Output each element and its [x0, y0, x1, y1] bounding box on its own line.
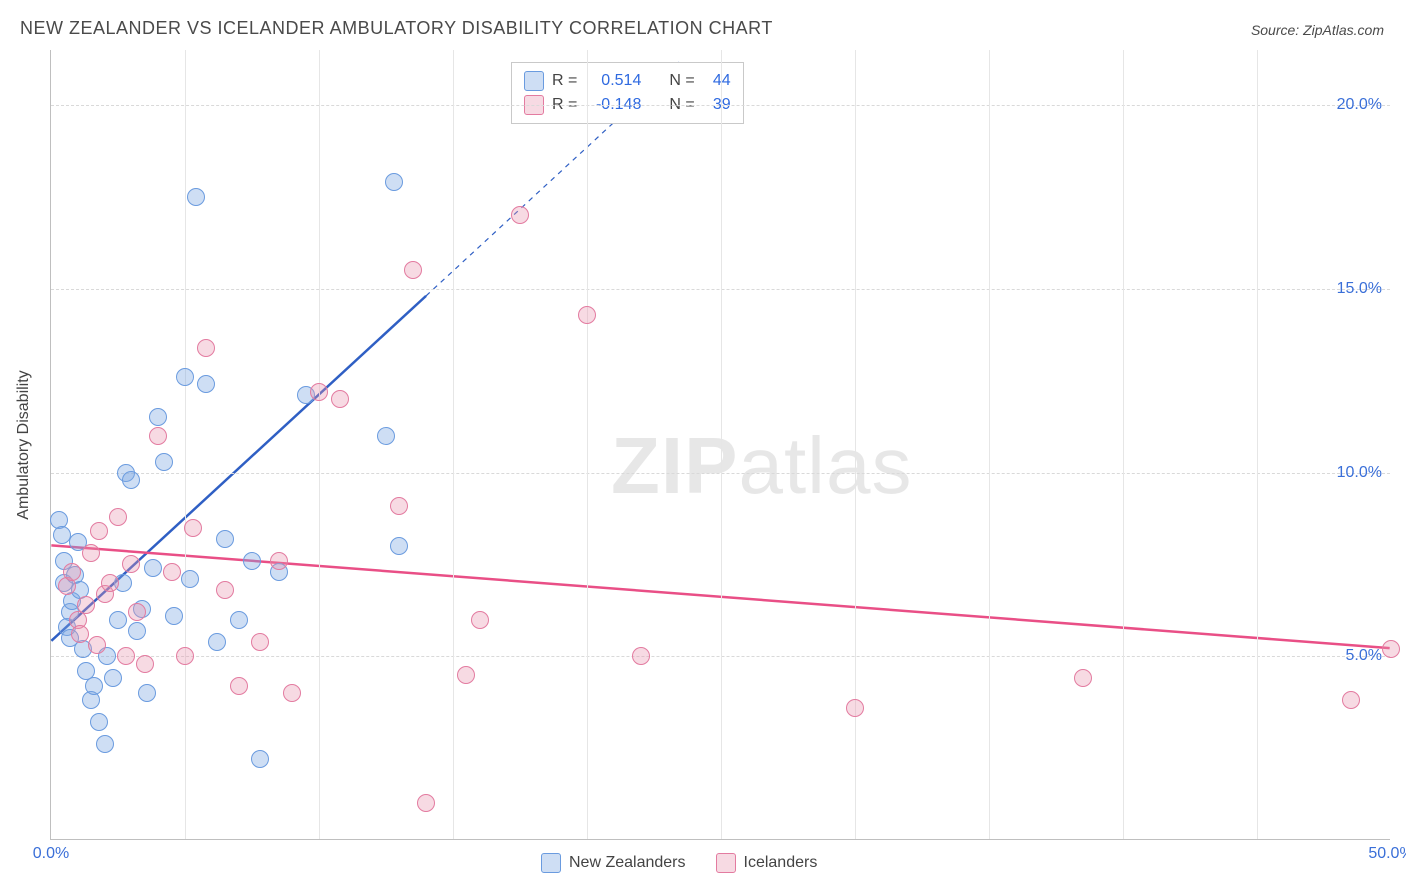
series-legend: New Zealanders Icelanders: [541, 853, 817, 873]
legend-series-item-nz: New Zealanders: [541, 853, 686, 873]
scatter-point-nz: [216, 530, 234, 548]
x-tick-label: 0.0%: [33, 845, 69, 863]
legend-series-label: New Zealanders: [569, 854, 686, 872]
scatter-point-ic: [283, 684, 301, 702]
watermark: ZIPatlas: [611, 420, 912, 512]
x-gridline: [1123, 50, 1124, 839]
scatter-point-nz: [187, 188, 205, 206]
scatter-point-nz: [243, 552, 261, 570]
scatter-point-ic: [1342, 691, 1360, 709]
x-gridline: [587, 50, 588, 839]
scatter-point-ic: [90, 522, 108, 540]
scatter-point-ic: [184, 519, 202, 537]
scatter-point-nz: [165, 607, 183, 625]
scatter-point-ic: [632, 647, 650, 665]
scatter-point-ic: [846, 699, 864, 717]
scatter-point-ic: [88, 636, 106, 654]
y-tick-label: 15.0%: [1337, 280, 1382, 298]
x-gridline: [185, 50, 186, 839]
scatter-point-ic: [511, 206, 529, 224]
scatter-point-nz: [149, 408, 167, 426]
scatter-point-ic: [417, 794, 435, 812]
scatter-point-ic: [122, 555, 140, 573]
scatter-point-nz: [197, 375, 215, 393]
scatter-point-ic: [101, 574, 119, 592]
scatter-point-ic: [1382, 640, 1400, 658]
scatter-point-nz: [155, 453, 173, 471]
legend-correlation-row-nz: R = 0.514 N = 44: [524, 69, 731, 93]
scatter-point-nz: [104, 669, 122, 687]
chart-title: NEW ZEALANDER VS ICELANDER AMBULATORY DI…: [20, 18, 773, 39]
y-axis-label: Ambulatory Disability: [15, 370, 33, 519]
x-gridline: [1257, 50, 1258, 839]
scatter-point-ic: [163, 563, 181, 581]
scatter-point-ic: [149, 427, 167, 445]
x-gridline: [989, 50, 990, 839]
x-tick-label: 50.0%: [1368, 845, 1406, 863]
legend-series-label: Icelanders: [744, 854, 818, 872]
y-tick-label: 10.0%: [1337, 464, 1382, 482]
scatter-point-nz: [109, 611, 127, 629]
scatter-point-ic: [270, 552, 288, 570]
legend-series-item-ic: Icelanders: [716, 853, 818, 873]
n-label: N =: [669, 72, 694, 90]
scatter-point-ic: [82, 544, 100, 562]
scatter-point-nz: [176, 368, 194, 386]
x-gridline: [453, 50, 454, 839]
n-value: 44: [703, 72, 731, 90]
watermark-bold: ZIP: [611, 421, 738, 510]
x-gridline: [319, 50, 320, 839]
legend-swatch-nz: [541, 853, 561, 873]
x-gridline: [721, 50, 722, 839]
scatter-point-nz: [390, 537, 408, 555]
source-prefix: Source:: [1251, 22, 1303, 38]
scatter-point-ic: [117, 647, 135, 665]
scatter-point-nz: [385, 173, 403, 191]
scatter-point-nz: [90, 713, 108, 731]
r-label: R =: [552, 72, 577, 90]
legend-swatch-ic: [716, 853, 736, 873]
scatter-point-ic: [136, 655, 154, 673]
scatter-point-nz: [122, 471, 140, 489]
watermark-light: atlas: [738, 421, 912, 510]
scatter-point-nz: [181, 570, 199, 588]
r-value: 0.514: [585, 72, 641, 90]
source-attribution: Source: ZipAtlas.com: [1251, 22, 1384, 38]
scatter-point-nz: [96, 735, 114, 753]
scatter-point-ic: [197, 339, 215, 357]
scatter-point-ic: [71, 625, 89, 643]
y-tick-label: 5.0%: [1346, 647, 1382, 665]
scatter-point-ic: [457, 666, 475, 684]
scatter-point-nz: [85, 677, 103, 695]
correlation-legend: R =0.514N =44R =-0.148N =39: [511, 62, 744, 124]
scatter-plot-area: ZIPatlas R =0.514N =44R =-0.148N =39 New…: [50, 50, 1390, 840]
scatter-point-ic: [63, 563, 81, 581]
scatter-point-nz: [377, 427, 395, 445]
scatter-point-ic: [176, 647, 194, 665]
x-gridline: [855, 50, 856, 839]
source-name: ZipAtlas.com: [1303, 22, 1384, 38]
scatter-point-ic: [471, 611, 489, 629]
scatter-point-ic: [310, 383, 328, 401]
scatter-point-ic: [128, 603, 146, 621]
scatter-point-ic: [77, 596, 95, 614]
scatter-point-nz: [144, 559, 162, 577]
scatter-point-nz: [230, 611, 248, 629]
legend-swatch-nz: [524, 71, 544, 91]
scatter-point-ic: [251, 633, 269, 651]
scatter-point-nz: [251, 750, 269, 768]
scatter-point-nz: [208, 633, 226, 651]
scatter-point-nz: [138, 684, 156, 702]
scatter-point-nz: [128, 622, 146, 640]
y-tick-label: 20.0%: [1337, 96, 1382, 114]
scatter-point-ic: [1074, 669, 1092, 687]
scatter-point-ic: [216, 581, 234, 599]
scatter-point-ic: [109, 508, 127, 526]
scatter-point-ic: [390, 497, 408, 515]
scatter-point-ic: [578, 306, 596, 324]
scatter-point-ic: [230, 677, 248, 695]
scatter-point-ic: [404, 261, 422, 279]
scatter-point-ic: [331, 390, 349, 408]
